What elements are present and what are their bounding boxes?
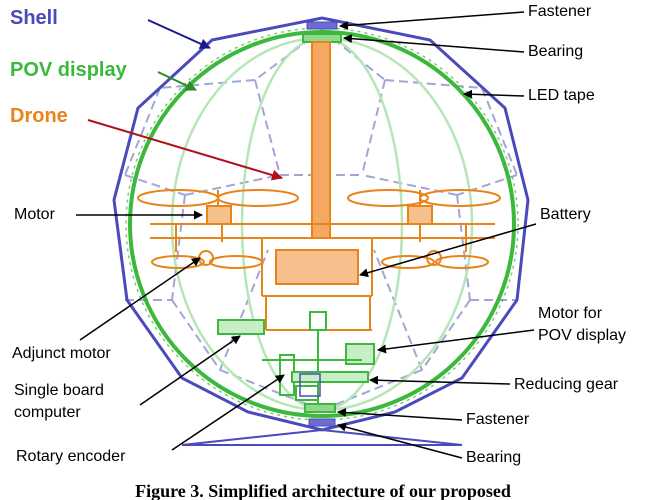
- label-pov-display: POV display: [10, 59, 128, 81]
- label-fastener-bottom: Fastener: [466, 411, 530, 428]
- drone-mast: [311, 41, 331, 239]
- label-adjunct-motor: Adjunct motor: [12, 345, 111, 362]
- label-sbc-2: computer: [14, 404, 81, 421]
- figure-caption: Figure 3. Simplified architecture of our…: [135, 481, 511, 500]
- label-drone: Drone: [10, 105, 68, 127]
- label-bearing-bottom: Bearing: [466, 449, 521, 466]
- label-sbc-1: Single board: [14, 382, 104, 399]
- drone-assembly: [137, 41, 501, 331]
- label-shell: Shell: [10, 7, 58, 29]
- label-motor-for-1: Motor for: [538, 305, 603, 322]
- right-motor: [407, 205, 433, 225]
- battery: [275, 249, 359, 285]
- label-battery: Battery: [540, 206, 591, 223]
- adjunct-motor: [217, 319, 265, 335]
- top-fastener: [306, 21, 338, 30]
- label-fastener-top: Fastener: [528, 3, 592, 20]
- label-motor: Motor: [14, 206, 56, 223]
- lower-mechanics: [217, 311, 375, 413]
- left-motor: [206, 205, 232, 225]
- label-reducing-gear: Reducing gear: [514, 376, 619, 393]
- pov-display-sphere: [128, 30, 516, 418]
- reducing-gear: [291, 371, 369, 383]
- bottom-fastener: [308, 418, 336, 427]
- label-bearing-top: Bearing: [528, 43, 583, 60]
- top-bearing: [302, 33, 342, 43]
- label-led-tape: LED tape: [528, 87, 595, 104]
- label-motor-for-2: POV display: [538, 327, 626, 344]
- label-rotary-encoder: Rotary encoder: [16, 448, 126, 465]
